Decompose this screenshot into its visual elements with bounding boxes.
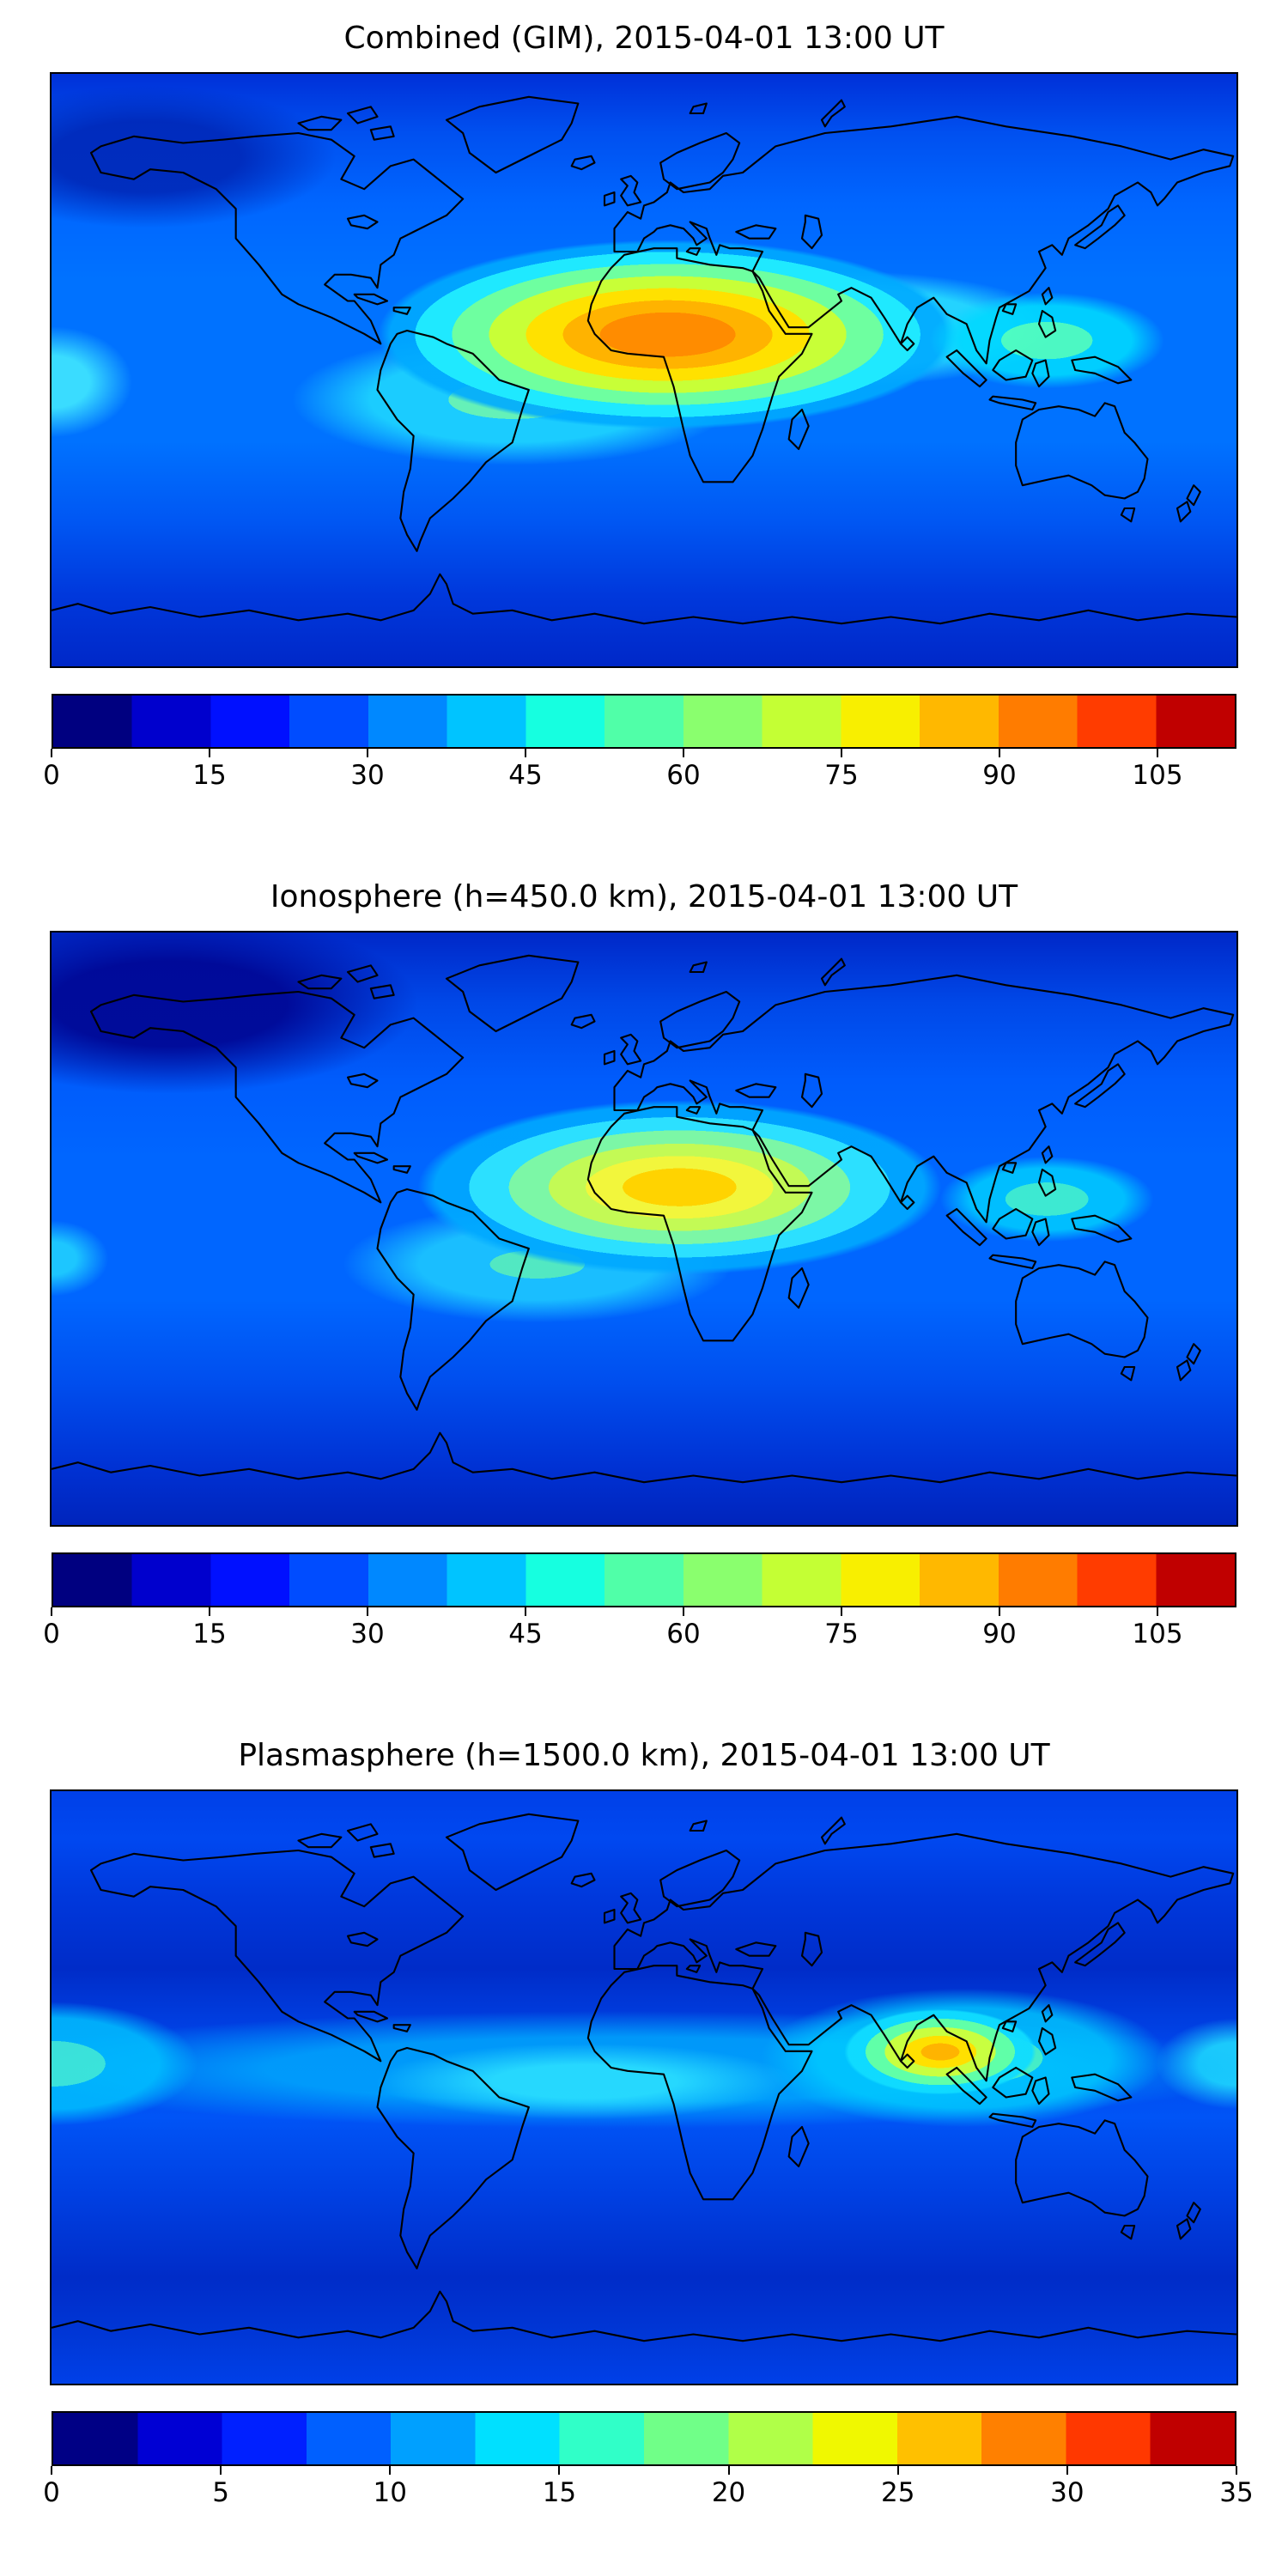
colorbar-tick-mark [558, 2466, 561, 2475]
colorbar-tick-label: 90 [982, 1619, 1017, 1649]
map-plasmasphere [50, 1789, 1238, 2385]
colorbar-tick-label: 0 [43, 760, 60, 791]
colorbar-tick-label: 60 [666, 1619, 701, 1649]
colorbar-tick-mark [367, 1607, 368, 1616]
colorbar-tick-mark [51, 2466, 52, 2475]
colorbar-tick-mark [51, 749, 52, 757]
colorbar-tick-label: 75 [824, 1619, 859, 1649]
colorbar-gradient [52, 2411, 1236, 2466]
panel-title-ionosphere: Ionosphere (h=450.0 km), 2015-04-01 13:0… [270, 879, 1018, 914]
colorbar-tick-mark [1066, 2466, 1068, 2475]
colorbar-tick-mark [525, 749, 526, 757]
colorbar-tick-mark [209, 1607, 210, 1616]
panel-combined: Combined (GIM), 2015-04-01 13:00 UT 0 15 3… [0, 0, 1288, 859]
map-combined-gim [50, 72, 1238, 668]
colorbar-gradient [52, 1552, 1236, 1607]
colorbar-tick-mark [999, 749, 1000, 757]
colorbar-plasmasphere: 0 5 10 15 20 25 30 35 [43, 2411, 1254, 2519]
colorbar-tick-mark [1236, 2466, 1237, 2475]
colorbar-tick-label: 60 [666, 760, 701, 791]
colorbar-combined: 0 15 30 45 60 75 90 105 [43, 694, 1236, 802]
colorbar-tick-mark [389, 2466, 392, 2475]
colorbar-tick-label: 45 [508, 760, 543, 791]
colorbar-tick-label: 30 [350, 760, 385, 791]
colorbar-tick-mark [220, 2466, 222, 2475]
colorbar-tick-label: 15 [192, 1619, 227, 1649]
panel-title-plasmasphere: Plasmasphere (h=1500.0 km), 2015-04-01 1… [238, 1738, 1050, 1773]
colorbar-tick-label: 0 [43, 1619, 60, 1649]
colorbar-tick-row: 0 5 10 15 20 25 30 35 [43, 2466, 1254, 2519]
colorbar-tick-label: 10 [373, 2477, 408, 2508]
colorbar-tick-label: 30 [350, 1619, 385, 1649]
colorbar-tick-label: 105 [1132, 760, 1183, 791]
map-ionosphere [50, 931, 1238, 1527]
colorbar-ionosphere: 0 15 30 45 60 75 90 105 [43, 1552, 1236, 1661]
colorbar-tick-mark [1157, 1607, 1158, 1616]
colorbar-tick-row: 0 15 30 45 60 75 90 105 [43, 749, 1236, 802]
panel-plasmasphere: Plasmasphere (h=1500.0 km), 2015-04-01 1… [0, 1717, 1288, 2576]
colorbar-tick-label: 90 [982, 760, 1017, 791]
colorbar-tick-mark [525, 1607, 526, 1616]
coastlines [52, 954, 1236, 1484]
colorbar-tick-mark [209, 749, 210, 757]
colorbar-tick-mark [367, 749, 368, 757]
panel-title-combined: Combined (GIM), 2015-04-01 13:00 UT [343, 21, 945, 56]
coastlines [52, 95, 1236, 625]
panel-ionosphere: Ionosphere (h=450.0 km), 2015-04-01 13:0… [0, 859, 1288, 1717]
colorbar-tick-label: 0 [43, 2477, 60, 2508]
colorbar-tick-mark [51, 1607, 52, 1616]
colorbar-tick-mark [841, 749, 842, 757]
colorbar-gradient [52, 694, 1236, 749]
colorbar-tick-label: 75 [824, 760, 859, 791]
colorbar-tick-label: 45 [508, 1619, 543, 1649]
colorbar-tick-label: 35 [1219, 2477, 1254, 2508]
colorbar-tick-mark [896, 2466, 899, 2475]
colorbar-tick-label: 30 [1050, 2477, 1084, 2508]
colorbar-tick-mark [1157, 749, 1158, 757]
colorbar-tick-mark [727, 2466, 730, 2475]
colorbar-tick-mark [999, 1607, 1000, 1616]
colorbar-tick-label: 20 [711, 2477, 746, 2508]
colorbar-tick-mark [683, 749, 684, 757]
colorbar-tick-label: 15 [192, 760, 227, 791]
colorbar-tick-mark [841, 1607, 842, 1616]
colorbar-tick-label: 25 [880, 2477, 915, 2508]
coastlines [52, 1813, 1236, 2342]
colorbar-tick-mark [683, 1607, 684, 1616]
colorbar-tick-label: 5 [212, 2477, 230, 2508]
colorbar-tick-label: 15 [542, 2477, 577, 2508]
colorbar-tick-row: 0 15 30 45 60 75 90 105 [43, 1607, 1236, 1661]
colorbar-tick-label: 105 [1132, 1619, 1183, 1649]
